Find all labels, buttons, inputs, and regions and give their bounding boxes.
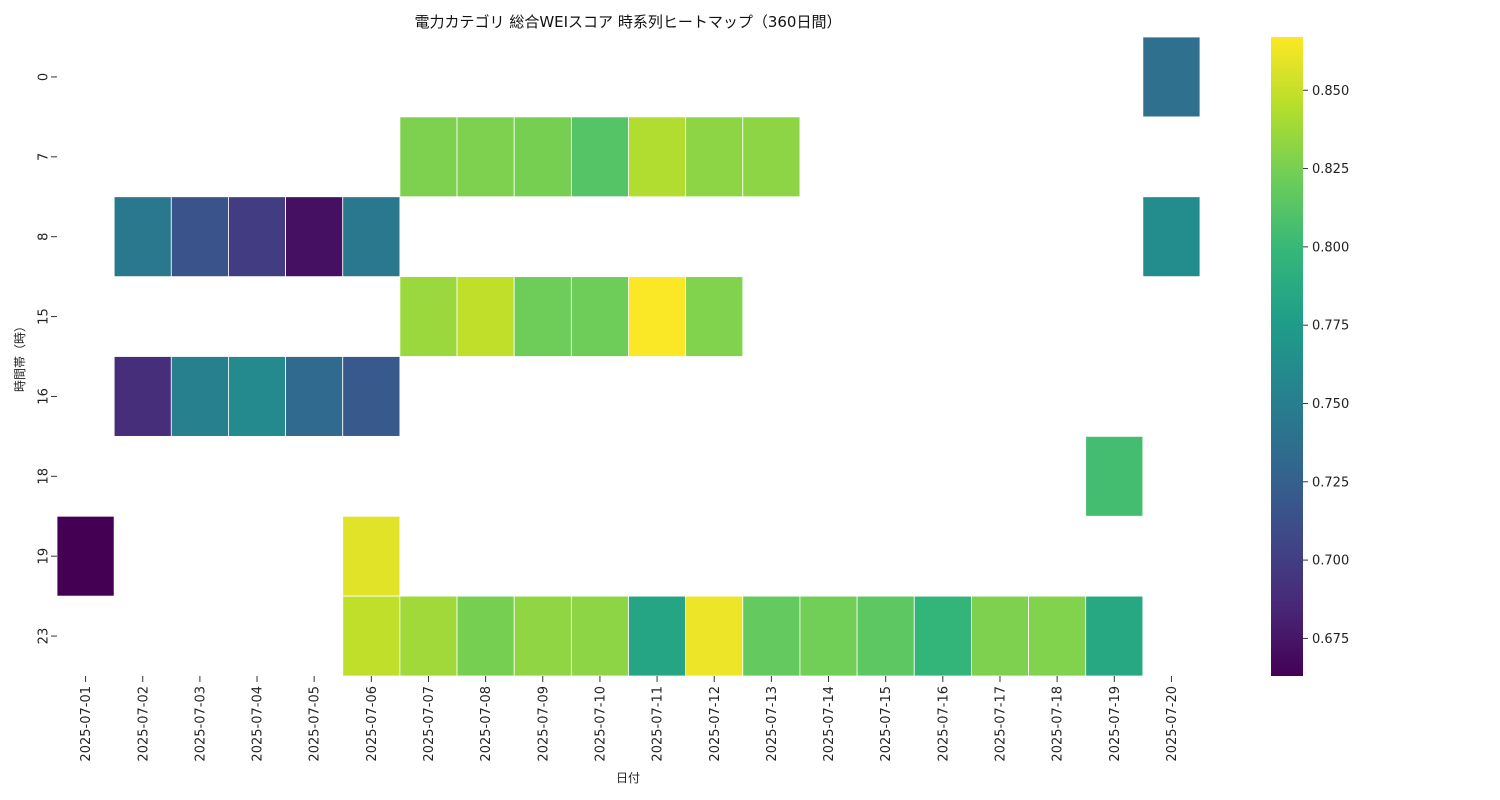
heatmap-cell xyxy=(1085,435,1144,517)
heatmap-cell xyxy=(456,116,515,198)
x-tick-label: 2025-07-20 xyxy=(1165,686,1180,762)
x-tick-label: 2025-07-05 xyxy=(308,686,323,762)
x-tick-label: 2025-07-18 xyxy=(1051,686,1066,762)
heatmap-cell xyxy=(685,116,744,198)
x-tick-label: 2025-07-03 xyxy=(193,686,208,762)
heatmap-cell xyxy=(513,276,572,357)
heatmap-cell xyxy=(399,276,458,357)
heatmap-cell xyxy=(170,196,229,278)
heatmap-cell xyxy=(742,116,801,198)
heatmap-cell xyxy=(342,356,401,437)
x-tick-label: 2025-07-01 xyxy=(79,686,94,762)
heatmap-cell xyxy=(228,356,286,437)
heatmap-cell xyxy=(913,595,972,677)
x-tick-label: 2025-07-08 xyxy=(479,686,494,762)
y-tick-label: 23 xyxy=(37,628,52,645)
colorbar-tick-label: 0.850 xyxy=(1312,84,1349,99)
colorbar-tick-label: 0.750 xyxy=(1312,397,1349,412)
heatmap-cell xyxy=(170,356,229,437)
y-tick-label: 19 xyxy=(37,548,52,565)
x-axis-ticks: 2025-07-01 2025-07-02 2025-07-03 2025-07-04… xyxy=(79,676,1180,762)
heatmap-cell xyxy=(342,595,401,677)
heatmap-cell xyxy=(570,595,629,677)
heatmap-cell xyxy=(742,595,801,677)
heatmap-cell xyxy=(628,276,687,357)
heatmap-cell xyxy=(342,515,401,597)
heatmap-cell xyxy=(685,276,744,357)
colorbar-tick-label: 0.700 xyxy=(1312,554,1349,569)
x-tick-label: 2025-07-16 xyxy=(936,686,951,762)
y-tick-label: 15 xyxy=(37,308,52,325)
heatmap-cell xyxy=(113,196,172,278)
colorbar-tick-label: 0.725 xyxy=(1312,475,1349,490)
heatmap-cell xyxy=(1028,595,1087,677)
x-tick-label: 2025-07-02 xyxy=(136,686,151,762)
x-tick-label: 2025-07-12 xyxy=(708,686,723,762)
y-tick-label: 0 xyxy=(37,73,52,81)
heatmap-cell xyxy=(799,595,858,677)
y-tick-label: 16 xyxy=(37,388,52,405)
x-tick-label: 2025-07-14 xyxy=(822,686,837,762)
heatmap-cell xyxy=(628,116,687,198)
chart-title: 電力カテゴリ 総合WEIスコア 時系列ヒートマップ（360日間） xyxy=(415,13,842,31)
heatmap-cell xyxy=(399,116,458,198)
heatmap-cell xyxy=(1142,36,1201,118)
x-tick-label: 2025-07-04 xyxy=(251,686,266,762)
heatmap-cell xyxy=(570,116,629,198)
y-tick-label: 8 xyxy=(37,233,52,241)
x-tick-label: 2025-07-11 xyxy=(651,686,666,762)
heatmap-cell xyxy=(628,595,687,677)
heatmap-cell xyxy=(513,116,572,198)
x-tick-label: 2025-07-17 xyxy=(994,686,1009,762)
y-tick-label: 7 xyxy=(37,153,52,161)
colorbar-tick-label: 0.825 xyxy=(1312,162,1349,177)
heatmap-cell xyxy=(56,515,115,597)
heatmap-cell xyxy=(685,595,744,677)
heatmap-cell xyxy=(399,595,458,677)
heatmap-cell xyxy=(856,595,915,677)
x-tick-label: 2025-07-07 xyxy=(422,686,437,762)
heatmap-cell xyxy=(285,356,344,437)
heatmap-cell xyxy=(1085,595,1144,677)
x-tick-label: 2025-07-06 xyxy=(365,686,380,762)
x-tick-label: 2025-07-15 xyxy=(879,686,894,762)
heatmap-cell xyxy=(456,595,515,677)
colorbar-ticks: 0.675 0.700 0.725 0.750 0.775 0.800 0.825 0.850 xyxy=(1303,84,1349,647)
colorbar-tick-label: 0.800 xyxy=(1312,240,1349,255)
y-axis-ticks: 0 7 8 15 16 18 19 23 xyxy=(37,73,57,645)
colorbar xyxy=(1271,37,1303,676)
x-tick-label: 2025-07-10 xyxy=(593,686,608,762)
y-tick-label: 18 xyxy=(37,468,52,485)
x-tick-label: 2025-07-13 xyxy=(765,686,780,762)
heatmap-cell xyxy=(1142,196,1201,278)
heatmap-cell xyxy=(113,356,172,437)
heatmap-cell xyxy=(285,196,344,278)
y-axis-label: 時間帯（時） xyxy=(13,320,27,392)
x-axis-label: 日付 xyxy=(616,771,640,785)
heatmap-cell xyxy=(456,276,515,357)
heatmap-cell xyxy=(228,196,286,278)
heatmap-cell xyxy=(971,595,1029,677)
heatmap-cell xyxy=(342,196,401,278)
heatmap-cell xyxy=(513,595,572,677)
heatmap-cells xyxy=(56,36,1201,677)
heatmap-cell xyxy=(570,276,629,357)
colorbar-tick-label: 0.675 xyxy=(1312,632,1349,647)
colorbar-tick-label: 0.775 xyxy=(1312,319,1349,334)
x-tick-label: 2025-07-19 xyxy=(1108,686,1123,762)
x-tick-label: 2025-07-09 xyxy=(536,686,551,762)
